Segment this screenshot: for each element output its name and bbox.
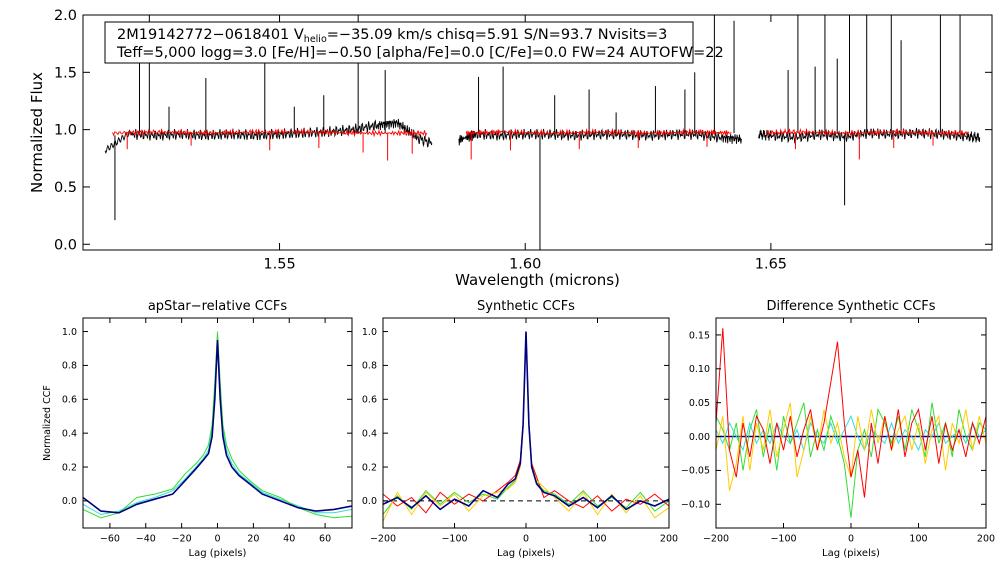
spectrum-ytick-label: 0.0 [54, 237, 77, 253]
ccf_apstar-ytick-label: 0.2 [62, 462, 77, 473]
ccf_apstar-xlabel: Lag (pixels) [189, 548, 247, 559]
spectrum-model-segment [765, 127, 968, 138]
ccf_difference-xlabel: Lag (pixels) [822, 548, 880, 559]
ccf_apstar-plot-area [83, 331, 352, 519]
legend-line-2: Teff=5,000 logg=3.0 [Fe/H]=−0.50 [alpha/… [116, 45, 724, 61]
legend-box: 2M19142772−0618401 Vhelio=−35.09 km/s ch… [104, 21, 724, 64]
ccf_synthetic-axes: −200 −100 0 100 200 0.0 0.2 0.4 0.6 0.8 1.0 Lag (pi… [362, 299, 678, 559]
ccf_apstar-axes: −60 −40 −20 0 20 40 60 0.0 0.2 0.4 0.6 0.8 1.0 Lag (p… [42, 299, 353, 559]
ccf_synthetic-ytick-label: 1.0 [362, 327, 377, 338]
ccf_apstar-ylabel: Normalized CCF [42, 385, 53, 461]
ccf_apstar-series-visit-1 [83, 331, 352, 519]
ccf_difference-ytick-label: −0.05 [681, 466, 710, 477]
ccf_synthetic-ytick-label: 0.2 [362, 462, 377, 473]
spectrum-frame [82, 14, 993, 251]
ccf_difference-plot-area [716, 328, 986, 518]
spectrum-xtick-label: 1.55 [263, 257, 295, 273]
ccf_difference-xtick-label: 0 [848, 534, 854, 545]
ccf_difference-xtick-label: 200 [977, 534, 995, 545]
ccf_synthetic-series-visit-1 [383, 333, 669, 522]
ccf_apstar-series-combined [83, 339, 352, 514]
ccf_synthetic-plot-area [383, 331, 669, 522]
ccf_synthetic-xtick-label: 200 [660, 534, 678, 545]
ccf_synthetic-ytick-label: 0.8 [362, 361, 377, 372]
spectrum-observed-segment [104, 118, 433, 154]
ccf_synthetic-xtick-label: −100 [441, 534, 467, 545]
ccf_apstar-ytick-label: 1.0 [62, 327, 77, 338]
ccf_synthetic-ytick-label: 0.0 [362, 496, 377, 507]
ccf_apstar-xtick-label: −40 [136, 534, 156, 545]
ccf_apstar-ytick-label: 0.6 [62, 395, 77, 406]
ccf_apstar-xtick-label: −20 [172, 534, 192, 545]
ccf_difference-ytick-label: 0.00 [689, 432, 710, 443]
ccf_apstar-xtick-label: 60 [319, 534, 331, 545]
ccf_apstar-title: apStar−relative CCFs [148, 299, 288, 314]
legend-line-1: 2M19142772−0618401 Vhelio=−35.09 km/s ch… [117, 27, 667, 45]
ccf_difference-xtick-label: 100 [909, 534, 927, 545]
spectrum-plot-area [104, 15, 981, 250]
spectrum-ytick-label: 0.5 [54, 180, 77, 196]
ccf_difference-series-red [716, 328, 986, 498]
ccf_difference-axes: −200 −100 0 100 200 −0.10 −0.05 0.00 0.05 0.10 0.1… [681, 299, 995, 559]
ccf_difference-ytick-label: 0.05 [689, 398, 710, 409]
spectrum-xlabel: Wavelength (microns) [455, 271, 620, 289]
ccf_apstar-ytick-label: 0.8 [62, 361, 77, 372]
spectrum-axes: 1.55 1.60 1.65 0.0 0.5 1.0 1.5 2.0 Wavelength (m… [28, 8, 993, 289]
ccf_synthetic-series-visit-3 [383, 331, 669, 515]
spectrum-model-segment [112, 128, 428, 138]
spectrum-xtick-label: 1.60 [509, 257, 541, 273]
ccf_difference-ytick-label: −0.10 [681, 500, 710, 511]
spectrum-ytick-label: 1.0 [54, 123, 77, 139]
ccf_difference-ytick-label: 0.15 [689, 330, 710, 341]
ccf_apstar-xtick-label: 20 [247, 534, 259, 545]
ccf_synthetic-series-combined [383, 331, 669, 511]
ccf_difference-ytick-label: 0.10 [689, 364, 710, 375]
ccf_synthetic-ytick-label: 0.6 [362, 395, 377, 406]
spectrum-ytick-label: 2.0 [54, 8, 77, 24]
ccf_synthetic-series-visit-2 [383, 331, 669, 514]
spectrum-ylabel: Normalized Flux [28, 72, 46, 193]
spectrum-model-segment [465, 127, 732, 137]
ccf_synthetic-ytick-label: 0.4 [362, 428, 377, 439]
ccf_difference-xtick-label: −100 [770, 534, 796, 545]
ccf_difference-title: Difference Synthetic CCFs [766, 299, 935, 314]
ccf_apstar-ytick-label: 0.0 [62, 496, 77, 507]
ccf_synthetic-xtick-label: −200 [370, 534, 396, 545]
ccf_apstar-xtick-label: 40 [283, 534, 295, 545]
ccf_difference-xtick-label: −200 [703, 534, 729, 545]
ccf_apstar-xtick-label: −60 [100, 534, 120, 545]
ccf_apstar-ytick-label: 0.4 [62, 428, 77, 439]
ccf_synthetic-xtick-label: 100 [588, 534, 606, 545]
ccf_synthetic-title: Synthetic CCFs [477, 299, 575, 314]
spectrum-observed-segment [758, 127, 981, 144]
ccf_difference-series-cyan [716, 414, 986, 452]
spectrum-ytick-label: 1.5 [54, 65, 77, 81]
ccf_difference-series-green [716, 402, 986, 518]
ccf_synthetic-xtick-label: 0 [523, 534, 529, 545]
spectrum-xtick-label: 1.65 [755, 257, 787, 273]
ccf_apstar-xtick-label: 0 [214, 534, 220, 545]
ccf_apstar-series-visit-2 [83, 334, 352, 516]
ccf_synthetic-xlabel: Lag (pixels) [497, 548, 555, 559]
